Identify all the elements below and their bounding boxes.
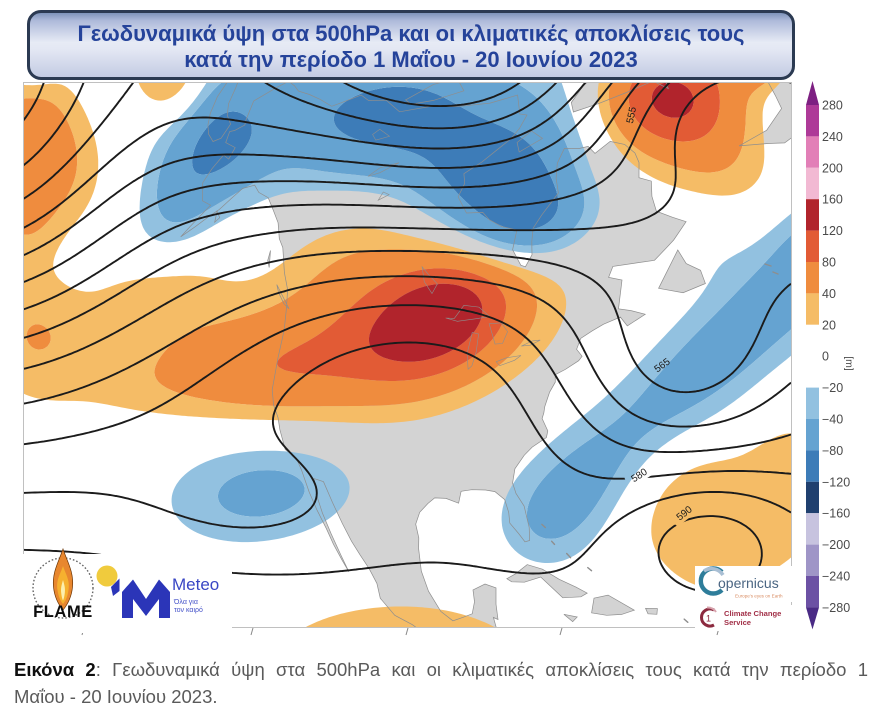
svg-text:20: 20 bbox=[822, 318, 836, 332]
svg-text:−160: −160 bbox=[822, 507, 850, 521]
svg-text:[m]: [m] bbox=[843, 356, 855, 371]
svg-text:1: 1 bbox=[706, 614, 711, 624]
svg-text:Meteo: Meteo bbox=[172, 575, 219, 594]
svg-text:80: 80 bbox=[822, 256, 836, 270]
svg-text:−240: −240 bbox=[822, 570, 850, 584]
svg-text:40: 40 bbox=[822, 287, 836, 301]
svg-text:−20: −20 bbox=[822, 381, 843, 395]
svg-text:−200: −200 bbox=[822, 538, 850, 552]
svg-text:280: 280 bbox=[822, 99, 843, 113]
svg-text:Service: Service bbox=[724, 618, 751, 627]
svg-text:Climate Change: Climate Change bbox=[724, 609, 781, 618]
svg-text:Europe's eyes on Earth: Europe's eyes on Earth bbox=[735, 594, 783, 599]
svg-text:Όλα για: Όλα για bbox=[173, 599, 198, 606]
svg-text:−120: −120 bbox=[822, 475, 850, 489]
svg-text:555: 555 bbox=[625, 105, 639, 124]
svg-text:−280: −280 bbox=[822, 601, 850, 615]
svg-text:FLAME: FLAME bbox=[33, 603, 93, 621]
svg-text:240: 240 bbox=[822, 130, 843, 144]
svg-text:0: 0 bbox=[822, 350, 829, 364]
svg-text:−40: −40 bbox=[822, 413, 843, 427]
svg-text:200: 200 bbox=[822, 161, 843, 175]
svg-text:160: 160 bbox=[822, 193, 843, 207]
svg-text:−80: −80 bbox=[822, 444, 843, 458]
svg-text:τον καιρό: τον καιρό bbox=[174, 606, 203, 614]
svg-text:120: 120 bbox=[822, 224, 843, 238]
svg-text:opernicus: opernicus bbox=[718, 575, 779, 591]
